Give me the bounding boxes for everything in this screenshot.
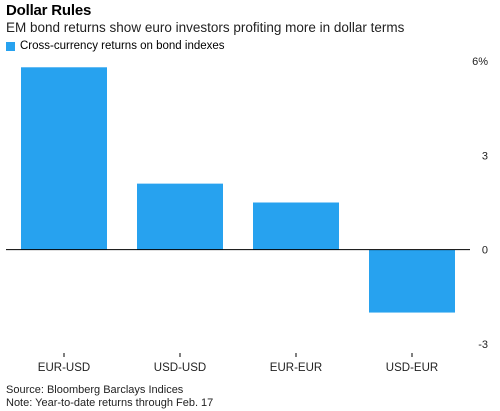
y-tick-label: 0 xyxy=(482,245,488,257)
bar xyxy=(253,202,339,250)
y-tick-label: 6% xyxy=(472,56,488,68)
x-tick-label: EUR-EUR xyxy=(270,362,322,374)
source-note: Source: Bloomberg Barclays Indices xyxy=(6,384,184,396)
y-tick-label: -3 xyxy=(478,339,488,351)
bar xyxy=(369,249,455,313)
footnote: Note: Year-to-date returns through Feb. … xyxy=(6,397,214,409)
bar xyxy=(137,183,223,250)
chart-title: Dollar Rules xyxy=(6,2,92,19)
legend: Cross-currency returns on bond indexes xyxy=(6,40,225,52)
chart-subtitle: EM bond returns show euro investors prof… xyxy=(6,20,405,35)
y-tick-label: 3 xyxy=(482,150,488,162)
legend-label: Cross-currency returns on bond indexes xyxy=(20,40,225,52)
x-tick-label: USD-USD xyxy=(154,362,206,374)
bar xyxy=(21,67,107,250)
legend-swatch xyxy=(6,41,15,51)
x-tick-label: USD-EUR xyxy=(386,362,438,374)
x-tick-label: EUR-USD xyxy=(38,362,90,374)
